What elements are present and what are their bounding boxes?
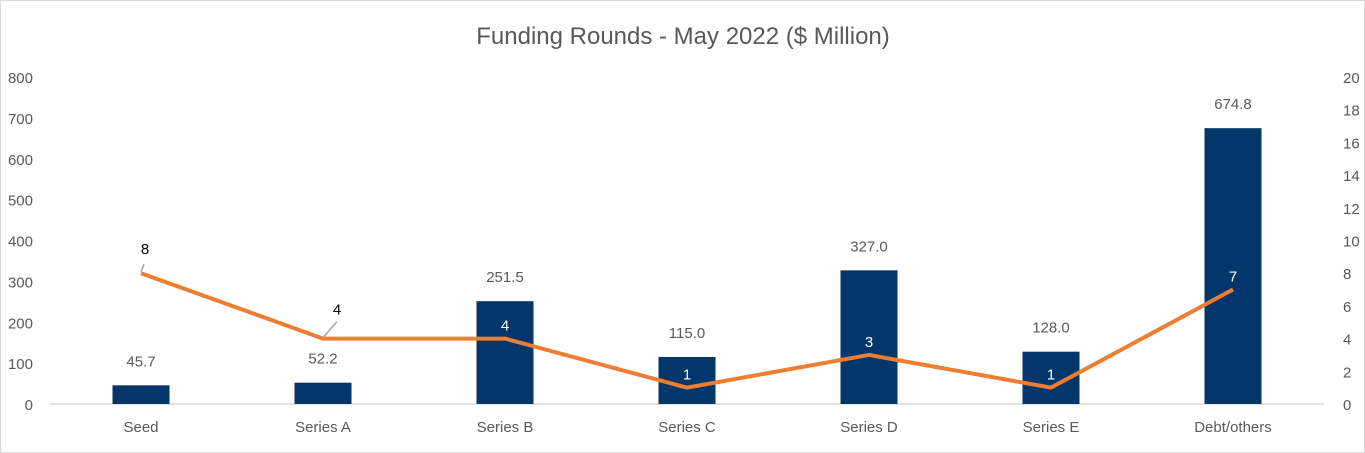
right-axis-tick-label: 14 xyxy=(1343,168,1360,185)
line-series xyxy=(140,271,1234,390)
left-axis-tick-label: 500 xyxy=(8,193,33,210)
chart-title: Funding Rounds - May 2022 ($ Million) xyxy=(476,23,890,50)
line-data-label: 4 xyxy=(333,302,341,319)
x-axis-category-label: Series E xyxy=(1023,419,1080,436)
bar xyxy=(294,382,352,404)
left-axis-tick-label: 100 xyxy=(8,356,33,373)
line-data-label: 7 xyxy=(1229,269,1237,286)
bar-data-label: 674.8 xyxy=(1214,96,1252,113)
left-axis-tick-label: 400 xyxy=(8,234,33,251)
leader-line xyxy=(322,321,338,339)
left-axis-tick-label: 200 xyxy=(8,315,33,332)
right-axis-tick-label: 0 xyxy=(1343,397,1351,414)
right-axis-tick-label: 16 xyxy=(1343,135,1360,152)
right-axis-tick-label: 6 xyxy=(1343,299,1351,316)
line-data-label: 8 xyxy=(141,241,149,258)
left-axis-tick-label: 0 xyxy=(25,397,33,414)
left-axis-tick-label: 600 xyxy=(8,152,33,169)
bar-data-label: 52.2 xyxy=(308,351,337,368)
bar-data-label: 45.7 xyxy=(126,353,155,370)
bar-data-label: 327.0 xyxy=(850,238,888,255)
x-axis-category-label: Series A xyxy=(295,419,351,436)
line-data-label: 3 xyxy=(865,334,873,351)
left-axis-tick-label: 800 xyxy=(8,70,33,87)
right-axis-tick-label: 4 xyxy=(1343,332,1351,349)
right-axis-tick-label: 8 xyxy=(1343,266,1351,283)
right-axis-tick-label: 18 xyxy=(1343,103,1360,120)
x-axis-category-label: Debt/others xyxy=(1194,419,1272,436)
bar xyxy=(476,301,534,404)
leader-line xyxy=(140,263,145,273)
bar-data-label: 128.0 xyxy=(1032,320,1070,337)
bar-data-label: 251.5 xyxy=(486,269,524,286)
left-axis-tick-label: 300 xyxy=(8,274,33,291)
x-axis-category-label: Seed xyxy=(123,419,158,436)
line-data-label: 1 xyxy=(1047,367,1055,384)
right-axis-tick-label: 12 xyxy=(1343,201,1360,218)
right-axis-tick-label: 20 xyxy=(1343,70,1360,87)
left-axis-tick-label: 700 xyxy=(8,111,33,128)
right-axis-tick-label: 2 xyxy=(1343,364,1351,381)
x-axis-category-label: Series C xyxy=(658,419,716,436)
line-data-label: 1 xyxy=(683,367,691,384)
bar xyxy=(112,385,170,404)
bar-data-label: 115.0 xyxy=(669,325,705,342)
line-data-label: 4 xyxy=(501,318,509,335)
bar xyxy=(1204,128,1262,404)
bar xyxy=(840,270,898,404)
x-axis-category-label: Series B xyxy=(477,419,534,436)
x-axis-category-label: Series D xyxy=(840,419,898,436)
right-axis-tick-label: 10 xyxy=(1343,234,1360,251)
